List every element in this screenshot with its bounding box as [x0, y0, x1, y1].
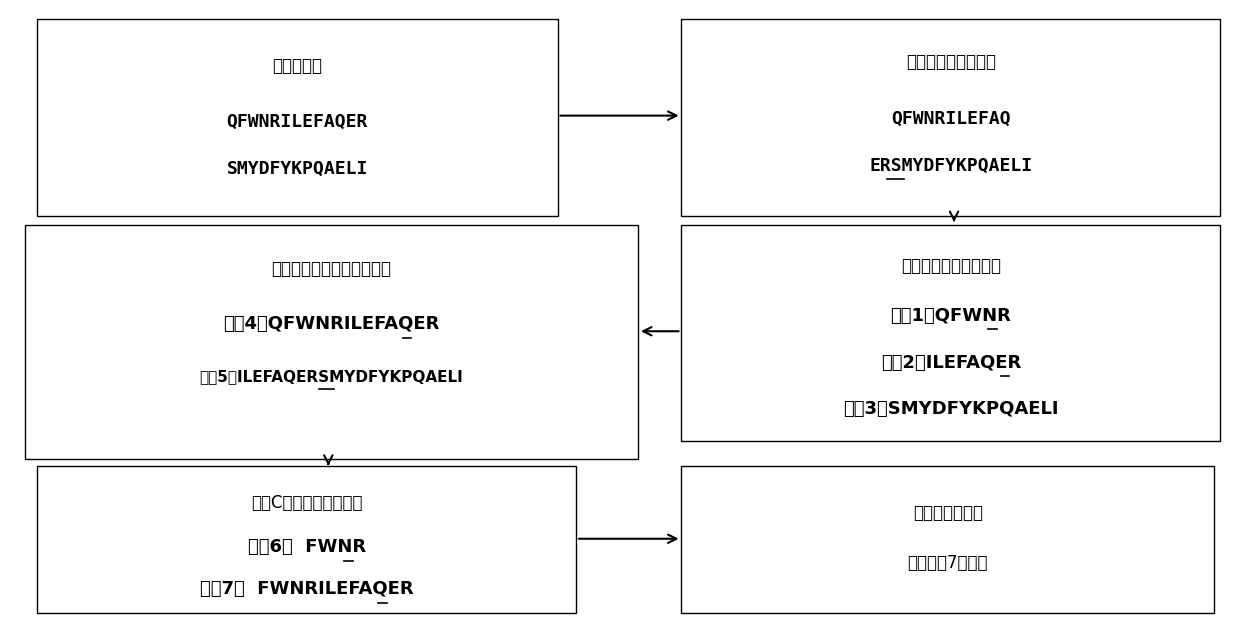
Text: 无漏切位点的碎裂肽段: 无漏切位点的碎裂肽段: [901, 257, 1001, 274]
FancyBboxPatch shape: [37, 466, 576, 612]
FancyBboxPatch shape: [681, 225, 1220, 441]
Text: 符合规则的酶切位点: 符合规则的酶切位点: [906, 54, 996, 71]
Text: 肽段3：SMYDFYKPQAELI: 肽段3：SMYDFYKPQAELI: [844, 401, 1058, 418]
Text: 肽段4：QFWNRILEFAQER: 肽段4：QFWNRILEFAQER: [223, 315, 440, 332]
Text: 有一个漏切位点的碎裂肽段: 有一个漏切位点的碎裂肽段: [271, 260, 392, 278]
Text: QFWNRILEFAQER: QFWNRILEFAQER: [227, 113, 368, 131]
Text: 考虑C段敏感产生的肽段: 考虑C段敏感产生的肽段: [252, 494, 362, 512]
FancyBboxPatch shape: [681, 19, 1220, 216]
Text: 肽段7：  FWNRILEFAQER: 肽段7： FWNRILEFAQER: [199, 581, 414, 598]
Text: QFWNRILEFAQ: QFWNRILEFAQ: [891, 110, 1011, 128]
Text: 虚拟酶解最终结: 虚拟酶解最终结: [913, 504, 983, 522]
Text: 肽段2：ILEFAQER: 肽段2：ILEFAQER: [881, 354, 1021, 371]
FancyBboxPatch shape: [681, 466, 1214, 612]
Text: ERSMYDFYKPQAELI: ERSMYDFYKPQAELI: [870, 157, 1032, 174]
FancyBboxPatch shape: [37, 19, 558, 216]
Text: 蛋白质序列: 蛋白质序列: [273, 57, 322, 74]
FancyBboxPatch shape: [25, 225, 638, 459]
Text: 肽段6：  FWNR: 肽段6： FWNR: [248, 538, 366, 556]
Text: 肽段5：ILEFAQERSMYDFYKPQAELI: 肽段5：ILEFAQERSMYDFYKPQAELI: [199, 369, 463, 384]
Text: 肽段1：QFWNR: 肽段1：QFWNR: [891, 307, 1011, 324]
Text: 果为上面7个肽段: 果为上面7个肽段: [908, 554, 987, 572]
Text: SMYDFYKPQAELI: SMYDFYKPQAELI: [227, 160, 368, 177]
